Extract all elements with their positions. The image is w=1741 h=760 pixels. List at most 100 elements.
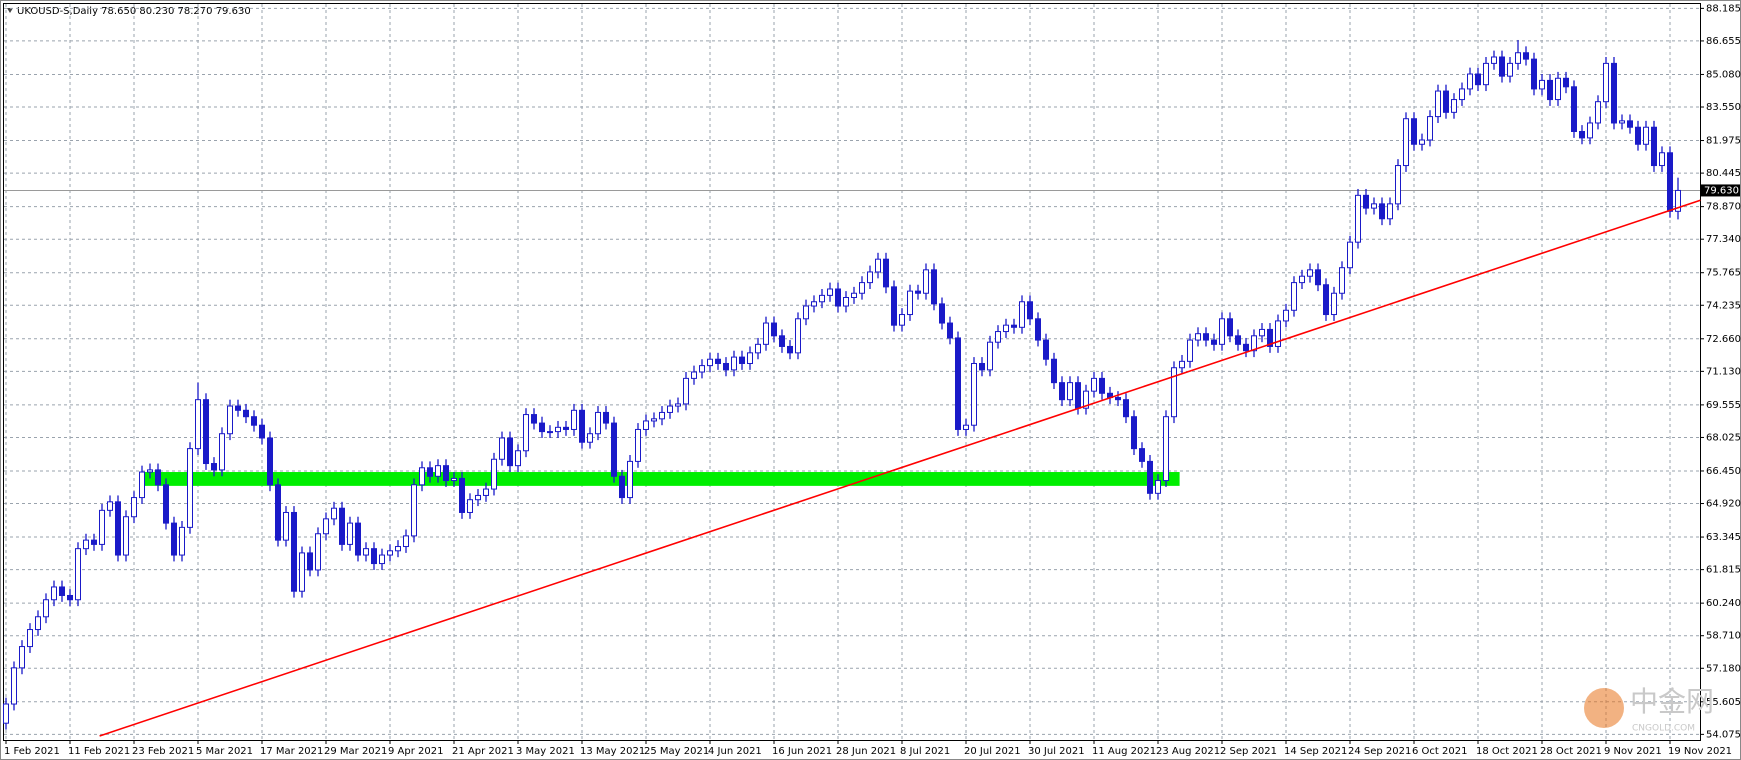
candle-body — [1467, 73, 1473, 90]
x-tick-label: 23 Feb 2021 — [132, 746, 194, 757]
candle-body — [691, 371, 697, 379]
current-price-box — [1701, 184, 1740, 197]
x-tick-label: 11 Aug 2021 — [1092, 746, 1156, 757]
candle-body — [603, 411, 609, 424]
candle-body — [1563, 77, 1569, 88]
candle-body — [91, 539, 97, 545]
candle-body — [1163, 416, 1169, 482]
x-tick-label: 28 Oct 2021 — [1540, 746, 1602, 757]
x-tick-label: 9 Nov 2021 — [1604, 746, 1662, 757]
y-tick-label: 74.235 — [1706, 300, 1741, 311]
y-tick-label: 61.815 — [1706, 565, 1741, 576]
y-tick-label: 60.240 — [1706, 598, 1741, 609]
x-tick-label: 13 May 2021 — [580, 746, 645, 757]
candle-body — [619, 475, 625, 499]
candle-body — [443, 465, 449, 482]
x-tick-label: 6 Oct 2021 — [1412, 746, 1467, 757]
candle-body — [763, 322, 769, 345]
candle-body — [563, 426, 569, 430]
y-tick-label: 55.605 — [1706, 697, 1741, 708]
candle-body — [979, 362, 985, 371]
y-tick-label: 88.185 — [1706, 3, 1741, 14]
candle-body — [1219, 318, 1225, 345]
candle-body — [1515, 52, 1521, 64]
x-tick-label: 23 Aug 2021 — [1156, 746, 1220, 757]
candle-body — [707, 358, 713, 367]
candle-body — [1363, 194, 1369, 209]
y-tick-label: 77.340 — [1706, 234, 1741, 245]
candle-body — [323, 518, 329, 535]
candle-body — [843, 297, 849, 307]
candle-body — [3, 703, 9, 724]
candle-body — [67, 594, 73, 601]
candle-body — [955, 337, 961, 430]
current-price-label: 79.630 — [1704, 185, 1739, 196]
x-tick-label: 14 Sep 2021 — [1284, 746, 1347, 757]
candle-body — [571, 409, 577, 430]
candle-body — [1339, 267, 1345, 294]
candle-body — [1115, 397, 1121, 401]
candle-body — [747, 352, 753, 364]
candle-body — [1307, 269, 1313, 277]
candle-body — [179, 526, 185, 556]
candle-body — [387, 550, 393, 556]
candle-body — [731, 356, 737, 371]
candle-body — [651, 418, 657, 422]
candle-body — [675, 403, 681, 407]
candle-body — [131, 497, 137, 518]
candle-body — [1411, 118, 1417, 145]
candle-body — [1187, 339, 1193, 362]
candle-body — [811, 301, 817, 307]
candle-body — [1427, 116, 1433, 141]
candle-body — [235, 405, 241, 411]
x-tick-label: 18 Oct 2021 — [1476, 746, 1538, 757]
plot-layer: 88.185 86.655 85.080 83.550 81.975 80.445 78.8… — [3, 3, 1741, 757]
y-tick-label: 69.555 — [1706, 400, 1741, 411]
candle-body — [347, 522, 353, 545]
candle-body — [1299, 275, 1305, 284]
candle-body — [467, 499, 473, 513]
candle-body — [939, 303, 945, 324]
candle-body — [27, 629, 33, 648]
candle-body — [1011, 324, 1017, 328]
candle-body — [803, 305, 809, 320]
candle-body — [931, 269, 937, 305]
candle-body — [795, 318, 801, 354]
candle-body — [115, 501, 121, 556]
candle-body — [715, 358, 721, 364]
candle-body — [43, 599, 49, 618]
y-tick-label: 72.660 — [1706, 334, 1741, 345]
candle-body — [1571, 86, 1577, 132]
candle-body — [1043, 339, 1049, 360]
candle-body — [1179, 360, 1185, 369]
candle-body — [1067, 382, 1073, 401]
y-tick-label: 78.870 — [1706, 202, 1741, 213]
y-tick-label: 58.710 — [1706, 631, 1741, 642]
x-tick-label: 28 Jun 2021 — [836, 746, 896, 757]
candle-body — [1259, 328, 1265, 337]
candle-body — [475, 494, 481, 501]
candle-body — [147, 469, 153, 473]
candle-body — [171, 522, 177, 556]
candle-body — [587, 433, 593, 443]
candle-body — [1027, 301, 1033, 320]
x-tick-label: 11 Feb 2021 — [68, 746, 130, 757]
candle-body — [835, 288, 841, 307]
candle-body — [1139, 448, 1145, 462]
candle-body — [251, 416, 257, 426]
y-tick-label: 83.550 — [1706, 102, 1741, 113]
candle-body — [1347, 241, 1353, 269]
candle-body — [1203, 333, 1209, 341]
x-tick-label: 9 Apr 2021 — [388, 746, 443, 757]
x-tick-label: 21 Apr 2021 — [452, 746, 514, 757]
candle-body — [1267, 328, 1273, 347]
candle-body — [1659, 152, 1665, 167]
candle-body — [1579, 130, 1585, 139]
candle-body — [1003, 324, 1009, 333]
candle-body — [787, 345, 793, 354]
candle-body — [139, 471, 145, 499]
y-tick-label: 64.920 — [1706, 499, 1741, 510]
candle-body — [723, 362, 729, 371]
y-tick-label: 75.765 — [1706, 268, 1741, 279]
